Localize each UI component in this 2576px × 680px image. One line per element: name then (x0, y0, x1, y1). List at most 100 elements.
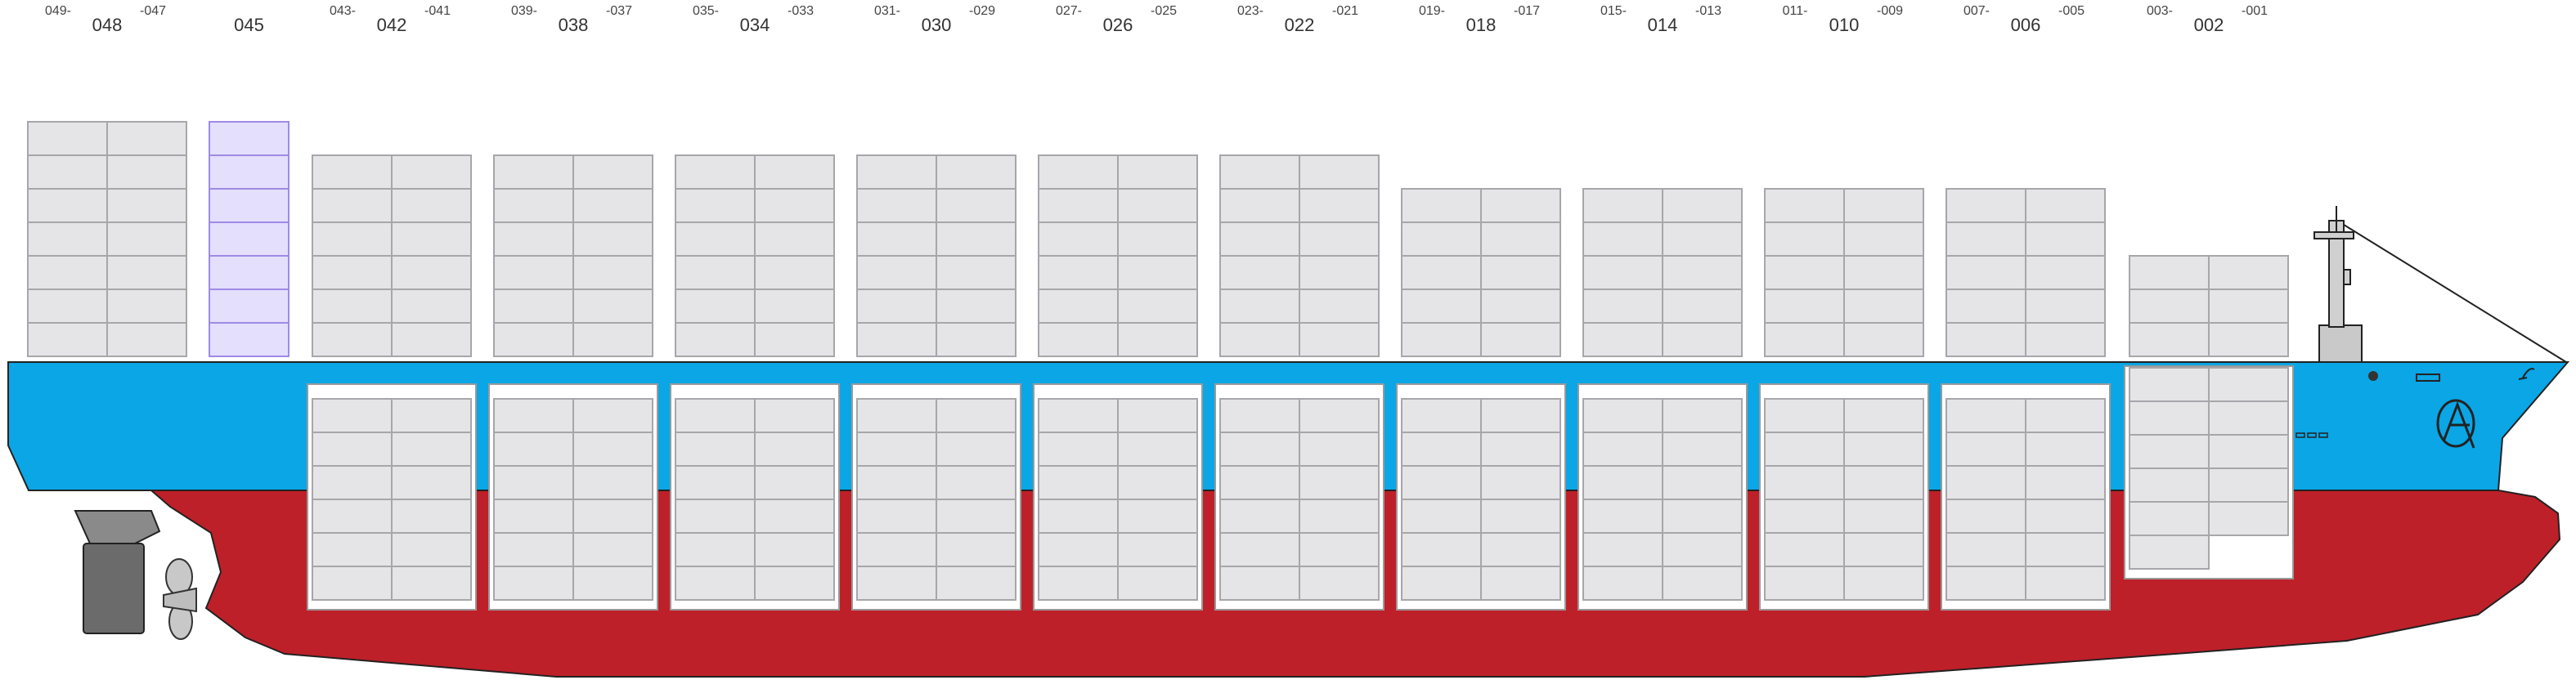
hold-container (1117, 499, 1198, 534)
deck-container (1480, 322, 1561, 357)
hold-container (572, 566, 653, 601)
hold-container (675, 398, 756, 433)
hold-container (1117, 532, 1198, 567)
deck-container (1843, 322, 1924, 357)
deck-stack-bay-022 (1219, 154, 1380, 357)
deck-container (106, 154, 187, 190)
deck-container (856, 188, 937, 223)
hold-container (2208, 468, 2289, 503)
hold-container (754, 566, 835, 601)
forestay-line (2336, 220, 2567, 363)
deck-container (2129, 289, 2210, 324)
deck-container (754, 289, 835, 324)
deck-container (2025, 188, 2106, 223)
deck-container (493, 322, 574, 357)
hold-container (936, 566, 1016, 601)
hold-bay-042 (307, 383, 477, 611)
deck-container (312, 255, 393, 290)
hold-container (675, 499, 756, 534)
deck-stack-bay-038 (493, 154, 653, 357)
hold-bay-010 (1759, 383, 1929, 611)
bay-label-fwd: -033 (788, 4, 814, 18)
deck-container (1945, 255, 2026, 290)
deck-container (1299, 221, 1380, 257)
deck-container (1843, 255, 1924, 290)
hold-container (1299, 499, 1380, 534)
hold-bay-002 (2124, 365, 2294, 579)
hold-container (493, 465, 574, 500)
hold-container (1299, 532, 1380, 567)
hold-container (312, 532, 393, 567)
hold-container (2025, 432, 2106, 467)
bay-label-main: 030 (922, 15, 952, 35)
deck-container (493, 289, 574, 324)
mast-base (2318, 324, 2363, 363)
hold-container (754, 499, 835, 534)
deck-container (1662, 221, 1743, 257)
deck-container (106, 121, 187, 156)
hold-container (1038, 499, 1119, 534)
deck-container (1764, 255, 1845, 290)
bay-label-fwd: -041 (424, 4, 451, 18)
deck-stack-bay-002 (2129, 255, 2289, 357)
bay-label-main: 042 (377, 15, 407, 35)
hold-container (1662, 532, 1743, 567)
bay-label-aft: 027- (1056, 4, 1082, 18)
deck-container (209, 221, 289, 257)
bow-details (2296, 368, 2535, 449)
deck-container (1219, 322, 1300, 357)
deck-container (2129, 255, 2210, 290)
bay-label-aft: 007- (1963, 4, 1990, 18)
hold-container (2208, 367, 2289, 402)
deck-container (2025, 255, 2106, 290)
deck-container (2208, 289, 2289, 324)
bay-label-fwd: -037 (606, 4, 632, 18)
hold-container (856, 532, 937, 567)
hold-container (1401, 398, 1482, 433)
deck-container (1117, 255, 1198, 290)
hold-container (1401, 465, 1482, 500)
deck-container (106, 221, 187, 257)
deck-container (2129, 322, 2210, 357)
hold-container (1662, 398, 1743, 433)
hold-container (2025, 465, 2106, 500)
deck-container (856, 289, 937, 324)
deck-container (493, 221, 574, 257)
deck-container (1945, 221, 2026, 257)
deck-container (856, 221, 937, 257)
deck-container (27, 188, 108, 223)
deck-container (493, 255, 574, 290)
hold-container (1299, 566, 1380, 601)
bay-label-main: 045 (234, 15, 264, 35)
bay-label-fwd: -021 (1332, 4, 1358, 18)
deck-container (572, 289, 653, 324)
hold-container (312, 566, 393, 601)
hold-container (1299, 465, 1380, 500)
hold-container (754, 432, 835, 467)
hold-container (1480, 566, 1561, 601)
hold-container (572, 398, 653, 433)
deck-container (106, 188, 187, 223)
bay-label-main: 038 (559, 15, 589, 35)
bay-label-fwd: -009 (1877, 4, 1903, 18)
hold-container (1038, 532, 1119, 567)
hold-container (2129, 400, 2210, 436)
hold-container (391, 532, 472, 567)
deck-container (572, 154, 653, 190)
hold-container (1582, 532, 1663, 567)
hold-container (1219, 465, 1300, 500)
hold-bay-006 (1941, 383, 2111, 611)
deck-container (1945, 322, 2026, 357)
deck-container (1117, 221, 1198, 257)
deck-container (675, 322, 756, 357)
deck-container (1662, 289, 1743, 324)
bay-label-aft: 019- (1419, 4, 1445, 18)
hold-container (1843, 499, 1924, 534)
hold-bay-022 (1214, 383, 1384, 611)
bay-label-fwd: -005 (2058, 4, 2085, 18)
deck-container (1480, 221, 1561, 257)
hold-container (2025, 499, 2106, 534)
deck-container (1582, 289, 1663, 324)
hold-container (936, 532, 1016, 567)
bay-label-main: 010 (1829, 15, 1860, 35)
